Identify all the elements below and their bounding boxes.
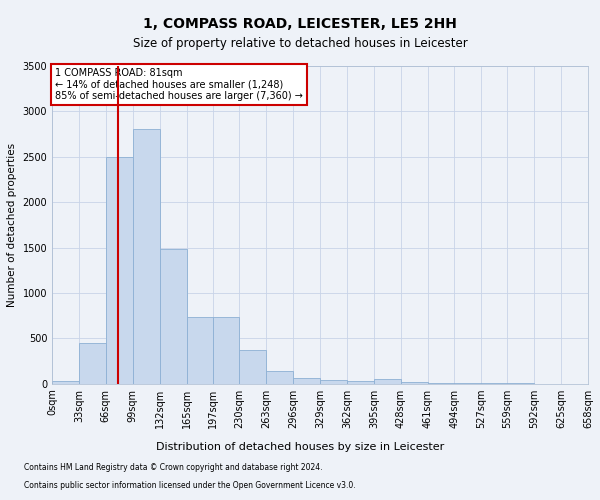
Bar xyxy=(293,378,320,384)
Bar xyxy=(454,383,481,384)
Bar xyxy=(347,382,374,384)
Text: 1, COMPASS ROAD, LEICESTER, LE5 2HH: 1, COMPASS ROAD, LEICESTER, LE5 2HH xyxy=(143,18,457,32)
Y-axis label: Number of detached properties: Number of detached properties xyxy=(7,143,17,307)
Bar xyxy=(374,379,401,384)
Bar xyxy=(160,250,187,384)
Text: Contains public sector information licensed under the Open Government Licence v3: Contains public sector information licen… xyxy=(24,481,356,490)
Bar xyxy=(320,380,347,384)
Bar xyxy=(239,350,266,384)
Text: Contains HM Land Registry data © Crown copyright and database right 2024.: Contains HM Land Registry data © Crown c… xyxy=(24,464,323,472)
Bar xyxy=(266,372,293,384)
Bar xyxy=(52,382,79,384)
Bar xyxy=(133,130,160,384)
Bar xyxy=(187,318,212,384)
Bar xyxy=(106,156,133,384)
Bar xyxy=(428,383,454,384)
Bar xyxy=(79,343,106,384)
Text: 1 COMPASS ROAD: 81sqm
← 14% of detached houses are smaller (1,248)
85% of semi-d: 1 COMPASS ROAD: 81sqm ← 14% of detached … xyxy=(55,68,302,100)
Text: Size of property relative to detached houses in Leicester: Size of property relative to detached ho… xyxy=(133,38,467,51)
Bar xyxy=(212,318,239,384)
Text: Distribution of detached houses by size in Leicester: Distribution of detached houses by size … xyxy=(156,442,444,452)
Bar xyxy=(401,382,428,384)
